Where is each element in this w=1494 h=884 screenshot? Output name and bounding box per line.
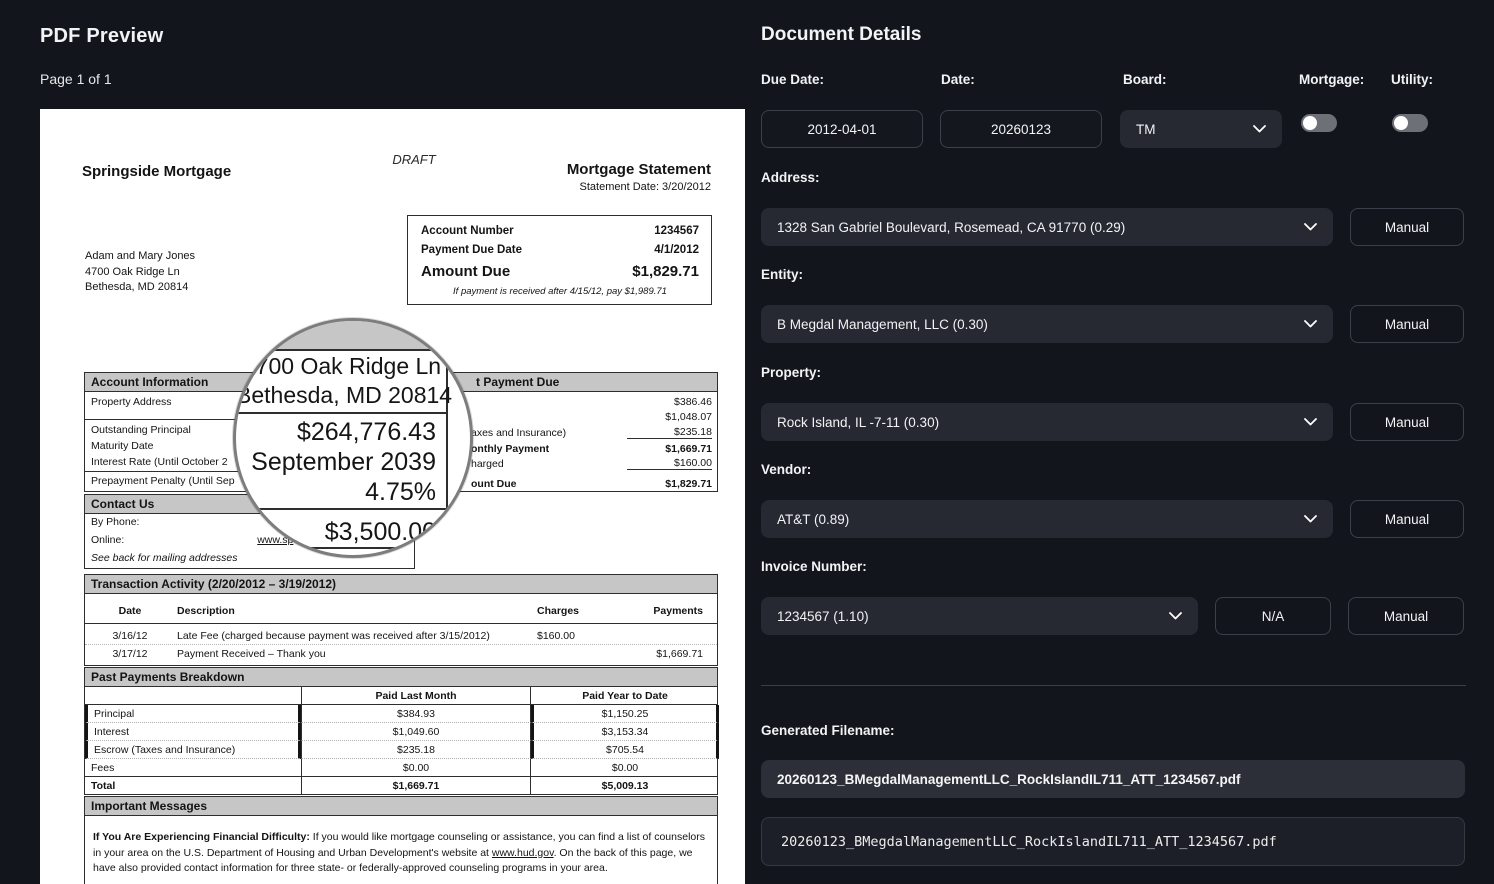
loupe-magnified-header-band <box>236 321 470 351</box>
mortgage-toggle[interactable] <box>1301 114 1337 132</box>
important-messages-text: If You Are Experiencing Financial Diffic… <box>93 831 705 874</box>
amount-due-row: Amount Due $1,829.71 <box>421 263 699 280</box>
draft-watermark: DRAFT <box>392 152 436 167</box>
property-select[interactable]: Rock Island, IL -7-11 (0.30) <box>761 403 1333 441</box>
property-manual-button[interactable]: Manual <box>1350 403 1464 441</box>
board-select[interactable]: TM <box>1120 110 1282 148</box>
chevron-down-icon <box>1304 515 1317 523</box>
date-input[interactable] <box>940 110 1102 148</box>
transaction-activity-header: Transaction Activity (2/20/2012 – 3/19/2… <box>85 575 717 594</box>
payment-due-table: t Payment Due $386.46 $1,048.07 axes and… <box>430 372 718 492</box>
pdf-page: Springside Mortgage DRAFT Mortgage State… <box>40 109 745 884</box>
page-indicator: Page 1 of 1 <box>40 71 112 87</box>
table-row: Fees $0.00 $0.00 <box>85 759 717 776</box>
doc-statement-date: Statement Date: 3/20/2012 <box>579 181 711 193</box>
due-date-input[interactable] <box>761 110 923 148</box>
recipient-name: Adam and Mary Jones <box>85 250 196 262</box>
table-row: $1,048.07 <box>665 411 712 423</box>
loupe-value: 4.75% <box>365 478 436 506</box>
invoice-number-select[interactable]: 1234567 (1.10) <box>761 597 1198 635</box>
transaction-activity-table: Transaction Activity (2/20/2012 – 3/19/2… <box>84 574 718 666</box>
table-row: onthly Payment $1,669.71 <box>471 443 712 455</box>
document-details-title: Document Details <box>761 24 922 45</box>
table-row: See back for mailing addresses <box>91 552 238 564</box>
address-manual-button[interactable]: Manual <box>1350 208 1464 246</box>
due-date-label: Due Date: <box>761 72 825 87</box>
invoice-na-button[interactable]: N/A <box>1215 597 1331 635</box>
past-payments-column-headers: Paid Last Month Paid Year to Date <box>85 687 717 705</box>
invoice-number-label: Invoice Number: <box>761 559 867 574</box>
toggle-knob <box>1394 116 1408 130</box>
date-label: Date: <box>941 72 975 87</box>
doc-title: Mortgage Statement <box>566 161 711 178</box>
past-payments-header: Past Payments Breakdown <box>85 668 717 687</box>
late-payment-note: If payment is received after 4/15/12, pa… <box>453 286 667 297</box>
table-row: 3/17/12 Payment Received – Thank you $1,… <box>112 648 703 660</box>
invoice-manual-button[interactable]: Manual <box>1348 597 1464 635</box>
vendor-label: Vendor: <box>761 462 812 477</box>
loupe-address-line: Bethesda, MD 20814 <box>236 382 453 408</box>
account-number-row: Account Number 1234567 <box>421 225 699 237</box>
section-divider <box>761 685 1466 686</box>
toggle-knob <box>1303 116 1317 130</box>
doc-company-name: Springside Mortgage <box>82 163 232 180</box>
recipient-city: Bethesda, MD 20814 <box>85 281 189 293</box>
loupe-value: September 2039 <box>251 448 436 476</box>
chevron-down-icon <box>1304 223 1317 231</box>
doc-title-block: Mortgage Statement Statement Date: 3/20/… <box>567 161 711 193</box>
table-row: axes and Insurance) $235.18 <box>471 426 712 439</box>
vendor-manual-button[interactable]: Manual <box>1350 500 1464 538</box>
table-row: Principal $384.93 $1,150.25 <box>85 705 719 723</box>
account-summary-box: Account Number 1234567 Payment Due Date … <box>407 215 712 305</box>
payment-due-date-row: Payment Due Date 4/1/2012 <box>421 244 699 256</box>
hud-link: www.hud.gov <box>491 846 554 859</box>
table-row: Prepayment Penalty (Until Sep <box>91 475 235 487</box>
address-select[interactable]: 1328 San Gabriel Boulevard, Rosemead, CA… <box>761 208 1333 246</box>
magnifier-loupe: 4700 Oak Ridge Ln Bethesda, MD 20814 $26… <box>233 318 473 558</box>
chevron-down-icon <box>1253 125 1266 133</box>
generated-filename-display: 20260123_BMegdalManagementLLC_RockIsland… <box>761 760 1465 798</box>
table-row: ount Due $1,829.71 <box>471 478 712 490</box>
entity-label: Entity: <box>761 267 803 282</box>
chevron-down-icon <box>1304 320 1317 328</box>
utility-toggle[interactable] <box>1392 114 1428 132</box>
loupe-address-line: 4700 Oak Ridge Ln <box>242 353 442 379</box>
mortgage-label: Mortgage: <box>1299 72 1365 87</box>
chevron-down-icon <box>1304 418 1317 426</box>
table-row: Interest $1,049.60 $3,153.34 <box>85 723 719 741</box>
vendor-select[interactable]: AT&T (0.89) <box>761 500 1333 538</box>
board-label: Board: <box>1123 72 1167 87</box>
chevron-down-icon <box>1169 612 1182 620</box>
table-row: 3/16/12 Late Fee (charged because paymen… <box>85 624 717 645</box>
important-messages-box: Important Messages If You Are Experienci… <box>84 796 718 884</box>
address-label: Address: <box>761 170 820 185</box>
loupe-value: $264,776.43 <box>296 418 436 446</box>
entity-select[interactable]: B Megdal Management, LLC (0.30) <box>761 305 1333 343</box>
loupe-value: $3,500.00 <box>324 518 436 546</box>
pdf-preview-title: PDF Preview <box>40 25 164 47</box>
recipient-address-block: Adam and Mary Jones 4700 Oak Ridge Ln Be… <box>85 249 195 296</box>
recipient-street: 4700 Oak Ridge Ln <box>85 265 180 278</box>
entity-manual-button[interactable]: Manual <box>1350 305 1464 343</box>
generated-filename-label: Generated Filename: <box>761 723 895 738</box>
important-messages-header: Important Messages <box>85 797 717 816</box>
past-payments-table: Past Payments Breakdown Paid Last Month … <box>84 667 719 795</box>
transaction-column-headers: Date Description Charges Payments <box>85 594 717 624</box>
utility-label: Utility: <box>1391 72 1433 87</box>
table-row: By Phone: <box>91 516 140 528</box>
table-row: Escrow (Taxes and Insurance) $235.18 $70… <box>85 741 719 759</box>
table-row: harged $160.00 <box>471 457 712 470</box>
property-label: Property: <box>761 365 822 380</box>
generated-filename-input[interactable]: 20260123_BMegdalManagementLLC_RockIsland… <box>761 817 1465 866</box>
table-row: Total $1,669.71 $5,009.13 <box>85 776 717 794</box>
payment-due-header: t Payment Due <box>431 373 717 392</box>
table-row-group: Outstanding Principal Maturity Date Inte… <box>85 420 414 472</box>
table-row: $386.46 <box>674 396 712 408</box>
